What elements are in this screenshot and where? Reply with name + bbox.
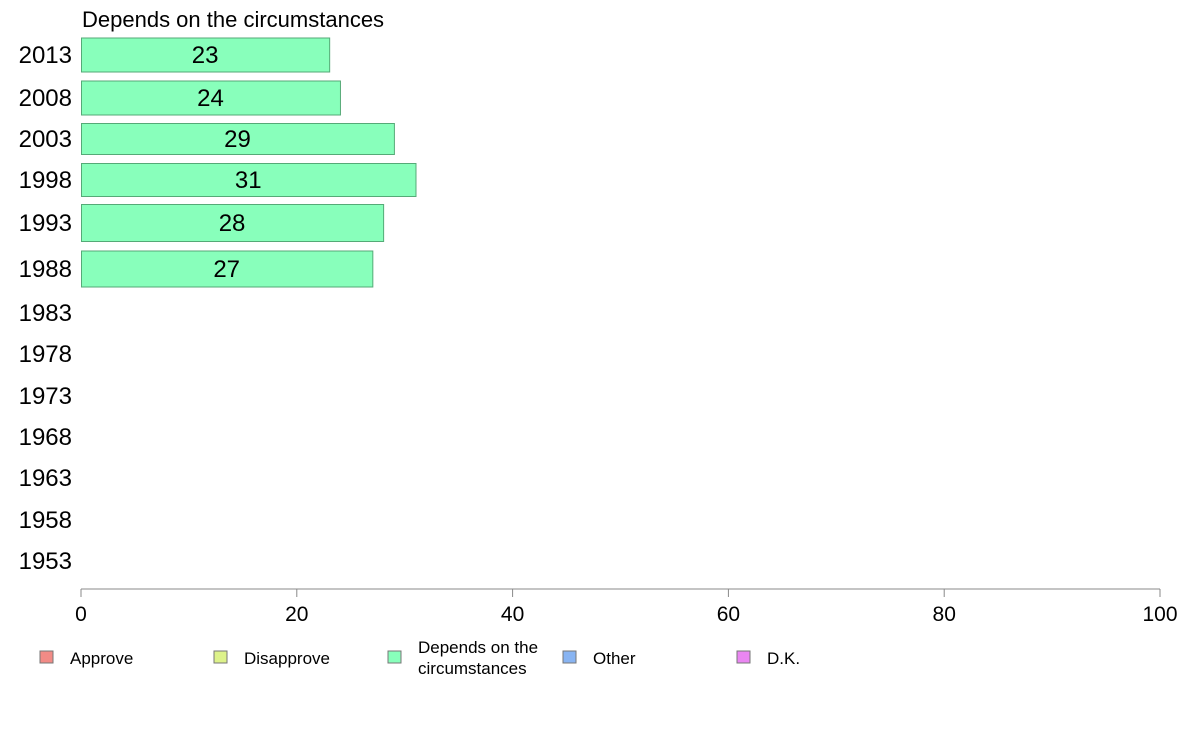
year-label-1978: 1978 (19, 341, 72, 368)
legend-swatch-4 (736, 650, 751, 664)
x-axis: 0 20 40 60 80 100 (75, 588, 1178, 626)
year-label-1973: 1973 (19, 383, 72, 410)
year-label-1958: 1958 (19, 507, 72, 534)
year-label-1953: 1953 (19, 548, 72, 575)
bar-2008 (81, 80, 341, 116)
x-tick-label-80: 80 (933, 603, 956, 626)
value-label-1993: 28 (219, 210, 246, 237)
bars-group (81, 37, 417, 288)
year-label-1968: 1968 (19, 424, 72, 451)
legend: Approve Disapprove Depends on the circumsta… (39, 638, 800, 678)
year-labels-group: 2013 2008 2003 1998 1993 1988 1983 1978 1973 1968… (19, 42, 72, 575)
x-tick-label-100: 100 (1142, 603, 1177, 626)
bar-1988 (81, 250, 374, 288)
legend-swatch-0 (39, 650, 54, 664)
legend-label-0: Approve (70, 649, 133, 668)
legend-label-4: D.K. (767, 649, 800, 668)
x-tick-label-0: 0 (75, 603, 87, 626)
value-label-2013: 23 (192, 42, 219, 69)
legend-label-3: Other (593, 649, 636, 668)
year-label-1983: 1983 (19, 300, 72, 327)
x-tick-label-20: 20 (285, 603, 308, 626)
legend-swatch-3 (562, 650, 577, 664)
bar-1993 (81, 204, 385, 242)
legend-label-1: Disapprove (244, 649, 330, 668)
year-label-1998: 1998 (19, 167, 72, 194)
legend-label-2: Depends on the circumstances (418, 638, 538, 678)
value-label-2003: 29 (224, 126, 251, 153)
year-label-2013: 2013 (19, 42, 72, 69)
value-label-1998: 31 (235, 167, 262, 194)
value-label-2008: 24 (197, 85, 224, 112)
x-tick-label-60: 60 (717, 603, 740, 626)
bar-2013 (81, 37, 331, 73)
year-label-2003: 2003 (19, 126, 72, 153)
year-label-2008: 2008 (19, 85, 72, 112)
year-label-1988: 1988 (19, 256, 72, 283)
legend-swatch-1 (213, 650, 228, 664)
year-label-1993: 1993 (19, 210, 72, 237)
year-label-1963: 1963 (19, 465, 72, 492)
chart-title: Depends on the circumstances (82, 7, 384, 32)
bar-2003 (81, 123, 395, 155)
x-tick-label-40: 40 (501, 603, 524, 626)
value-label-1988: 27 (213, 256, 240, 283)
legend-swatch-2 (387, 650, 402, 664)
bar-1998 (81, 163, 417, 197)
